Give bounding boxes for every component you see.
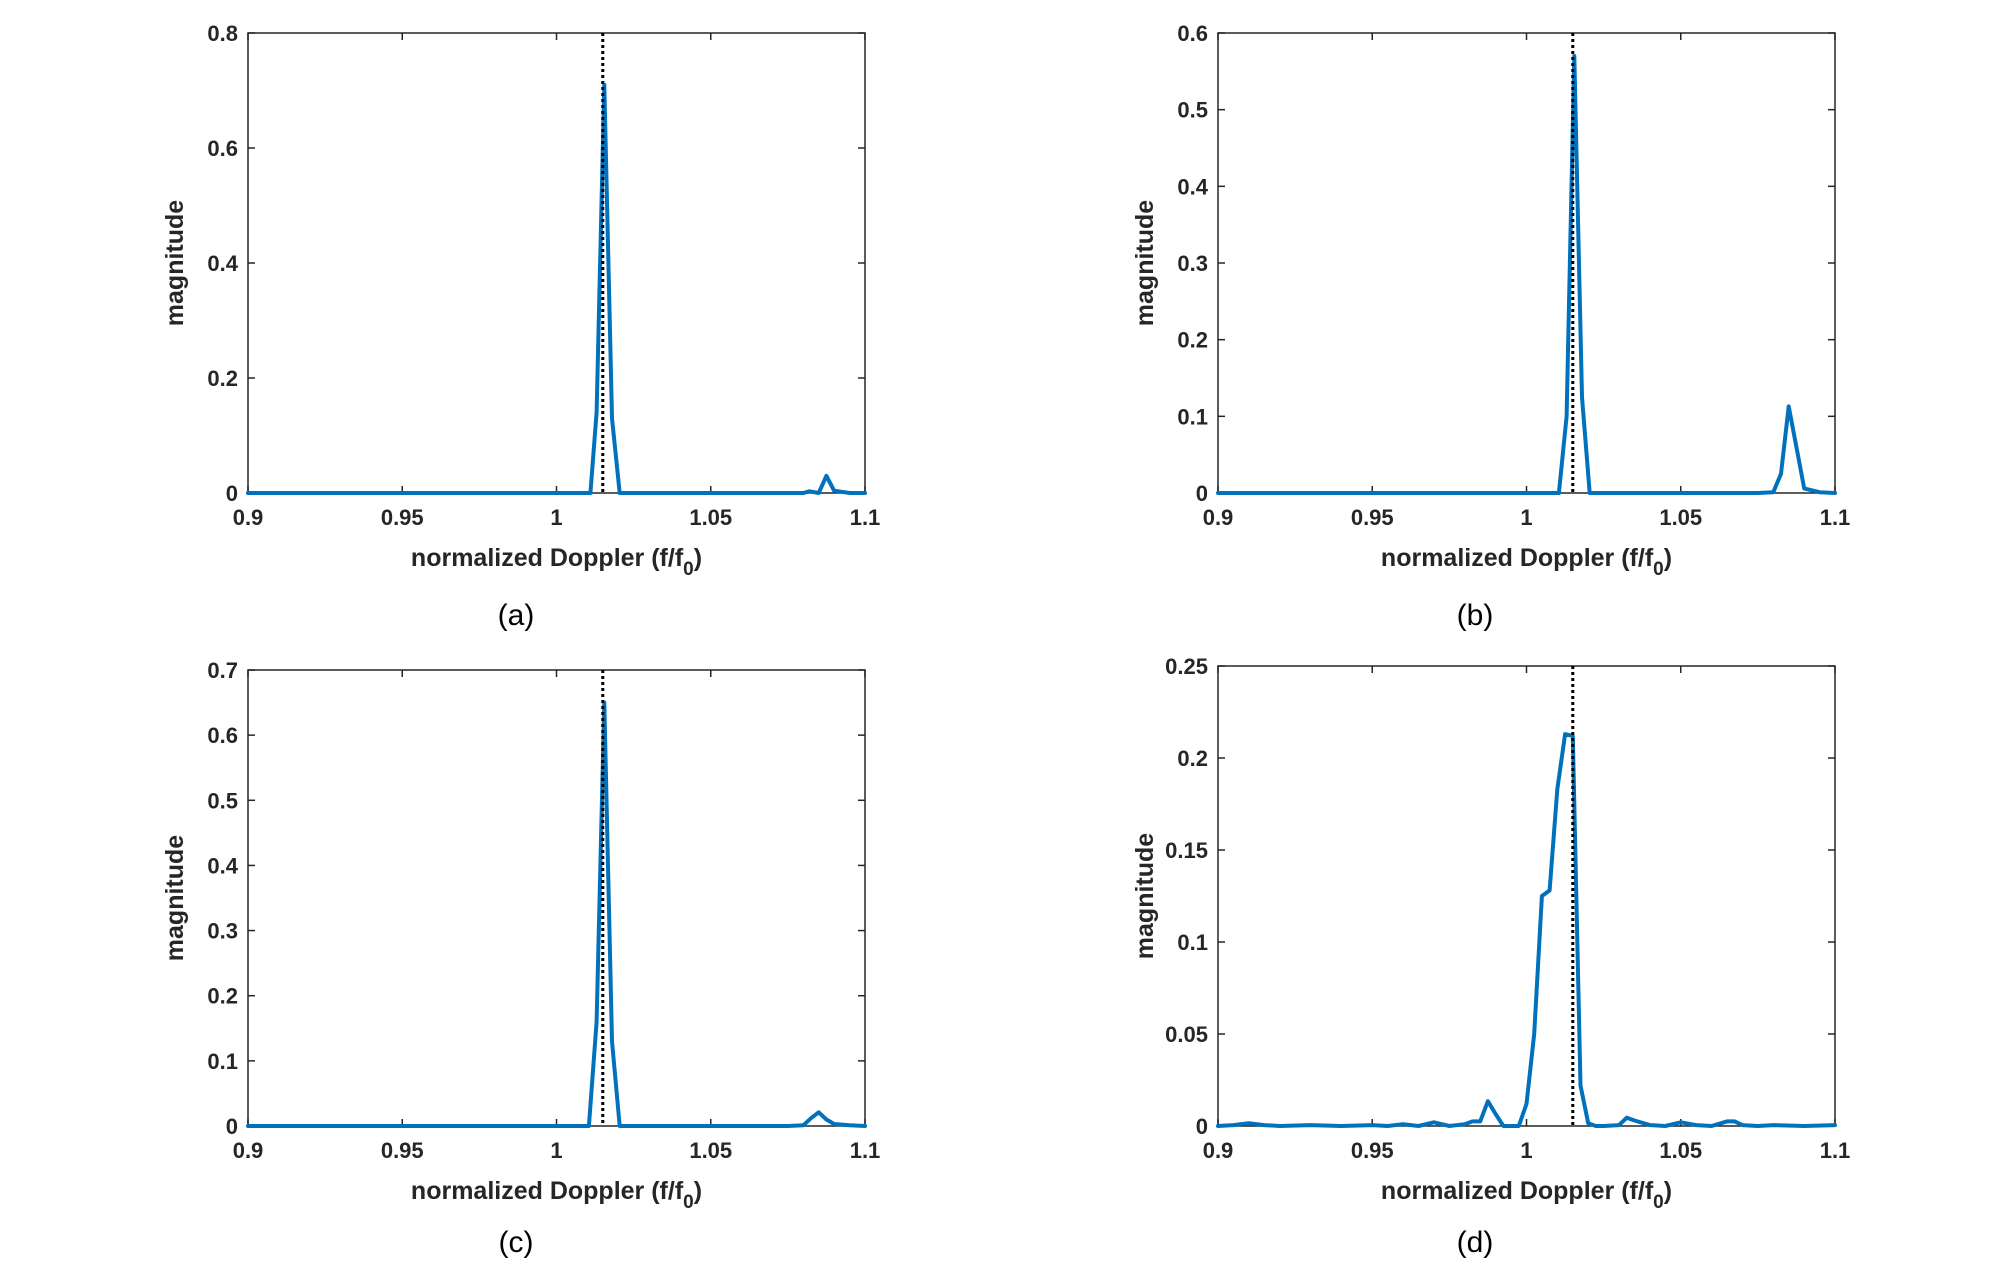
y-tick-label: 0.6 [207, 723, 238, 748]
x-tick-label: 1.1 [1820, 1138, 1851, 1163]
y-tick-label: 0.3 [1177, 251, 1208, 276]
x-axis-label-close: ) [694, 1177, 702, 1205]
x-tick-label: 1 [1520, 505, 1532, 530]
panel-c: (c) 0.9 0.95 1 1.05 1.1 0 0.1 0.2 0.3 0.4 0.5 0.6 0.… [161, 658, 880, 1259]
x-axis-label-close: ) [694, 544, 702, 572]
x-axis-label-close: ) [1664, 544, 1672, 572]
plot-area [247, 669, 866, 1127]
x-tick-label: 1.05 [689, 1138, 732, 1163]
y-tick-label: 0.6 [207, 136, 238, 161]
y-tick-label: 0.4 [207, 251, 238, 276]
y-axis-label: magnitude [161, 200, 189, 326]
panel-d: (d) 0.9 0.95 1 1.05 1.1 0 0.05 0.1 0.15 0.2 0.25 no… [1131, 654, 1850, 1259]
series-line-spectrum [1216, 732, 1837, 1128]
x-axis-label-close: ) [1664, 1177, 1672, 1205]
x-tick-label: 0.95 [381, 1138, 424, 1163]
x-tick-label: 0.95 [381, 505, 424, 530]
x-tick-label: 1.1 [850, 1138, 881, 1163]
x-tick-label: 0.95 [1351, 1138, 1394, 1163]
y-tick-label: 0.2 [207, 984, 238, 1009]
y-tick-label: 0 [226, 481, 238, 506]
x-axis-label-main: normalized Doppler (f/f [411, 1177, 684, 1205]
x-tick-label: 1 [550, 505, 562, 530]
plot-area [1217, 665, 1836, 1127]
x-tick-label: 1.05 [1659, 505, 1702, 530]
panel-caption: (d) [1457, 1226, 1494, 1259]
x-tick-label: 1.1 [850, 505, 881, 530]
x-axis-label: normalized Doppler (f/f0) [411, 544, 702, 580]
y-tick-label: 0.5 [1177, 98, 1208, 123]
panel-caption: (a) [498, 599, 535, 632]
y-tick-label: 0.6 [1177, 21, 1208, 46]
y-tick-label: 0.15 [1165, 838, 1208, 863]
plot-area [247, 32, 866, 494]
plot-area [1217, 32, 1836, 494]
x-axis-label-subscript: 0 [1653, 1192, 1664, 1213]
x-tick-label: 0.9 [1203, 1138, 1234, 1163]
x-axis-label-subscript: 0 [683, 1192, 694, 1213]
x-tick-label: 1 [1520, 1138, 1532, 1163]
y-tick-label: 0.2 [207, 366, 238, 391]
series-line-spectrum [246, 82, 867, 495]
y-tick-label: 0 [1196, 481, 1208, 506]
x-axis-label-main: normalized Doppler (f/f [1381, 544, 1654, 572]
x-axis-label: normalized Doppler (f/f0) [411, 1177, 702, 1213]
y-tick-label: 0.1 [1177, 404, 1208, 429]
panel-b: (b) 0.9 0.95 1 1.05 1.1 0 0.1 0.2 0.3 0.4 0.5 0.6 no… [1131, 21, 1850, 632]
series-line-spectrum [1216, 54, 1837, 495]
x-tick-label: 1.05 [689, 505, 732, 530]
panel-a: (a) 0.9 0.95 1 1.05 1.1 0 0.2 0.4 0.6 0.8 normaliz… [161, 21, 880, 632]
y-axis-label: magnitude [161, 835, 189, 961]
x-tick-label: 0.95 [1351, 505, 1394, 530]
x-tick-label: 1.1 [1820, 505, 1851, 530]
y-tick-label: 0.5 [207, 788, 238, 813]
y-tick-label: 0.05 [1165, 1022, 1208, 1047]
x-axis-label-main: normalized Doppler (f/f [1381, 1177, 1654, 1205]
x-tick-label: 1 [550, 1138, 562, 1163]
y-tick-label: 0.7 [207, 658, 238, 683]
x-axis-label-main: normalized Doppler (f/f [411, 544, 684, 572]
panel-caption: (c) [499, 1226, 534, 1259]
panel-caption: (b) [1457, 599, 1494, 632]
y-axis-label: magnitude [1131, 200, 1159, 326]
x-tick-label: 0.9 [233, 505, 264, 530]
x-axis-label: normalized Doppler (f/f0) [1381, 1177, 1672, 1213]
y-tick-label: 0.4 [207, 853, 238, 878]
y-tick-label: 0.4 [1177, 174, 1208, 199]
y-tick-label: 0.2 [1177, 746, 1208, 771]
y-tick-label: 0.8 [207, 21, 238, 46]
x-tick-label: 1.05 [1659, 1138, 1702, 1163]
y-tick-label: 0.25 [1165, 654, 1208, 679]
x-tick-label: 0.9 [1203, 505, 1234, 530]
y-tick-label: 0.2 [1177, 328, 1208, 353]
x-tick-label: 0.9 [233, 1138, 264, 1163]
y-tick-label: 0.1 [1177, 930, 1208, 955]
series-line-spectrum [246, 700, 867, 1128]
x-axis-label: normalized Doppler (f/f0) [1381, 544, 1672, 580]
y-tick-label: 0.3 [207, 919, 238, 944]
x-axis-label-subscript: 0 [683, 559, 694, 580]
y-tick-label: 0.1 [207, 1049, 238, 1074]
y-tick-label: 0 [226, 1114, 238, 1139]
x-axis-label-subscript: 0 [1653, 559, 1664, 580]
y-axis-label: magnitude [1131, 833, 1159, 959]
y-tick-label: 0 [1196, 1114, 1208, 1139]
